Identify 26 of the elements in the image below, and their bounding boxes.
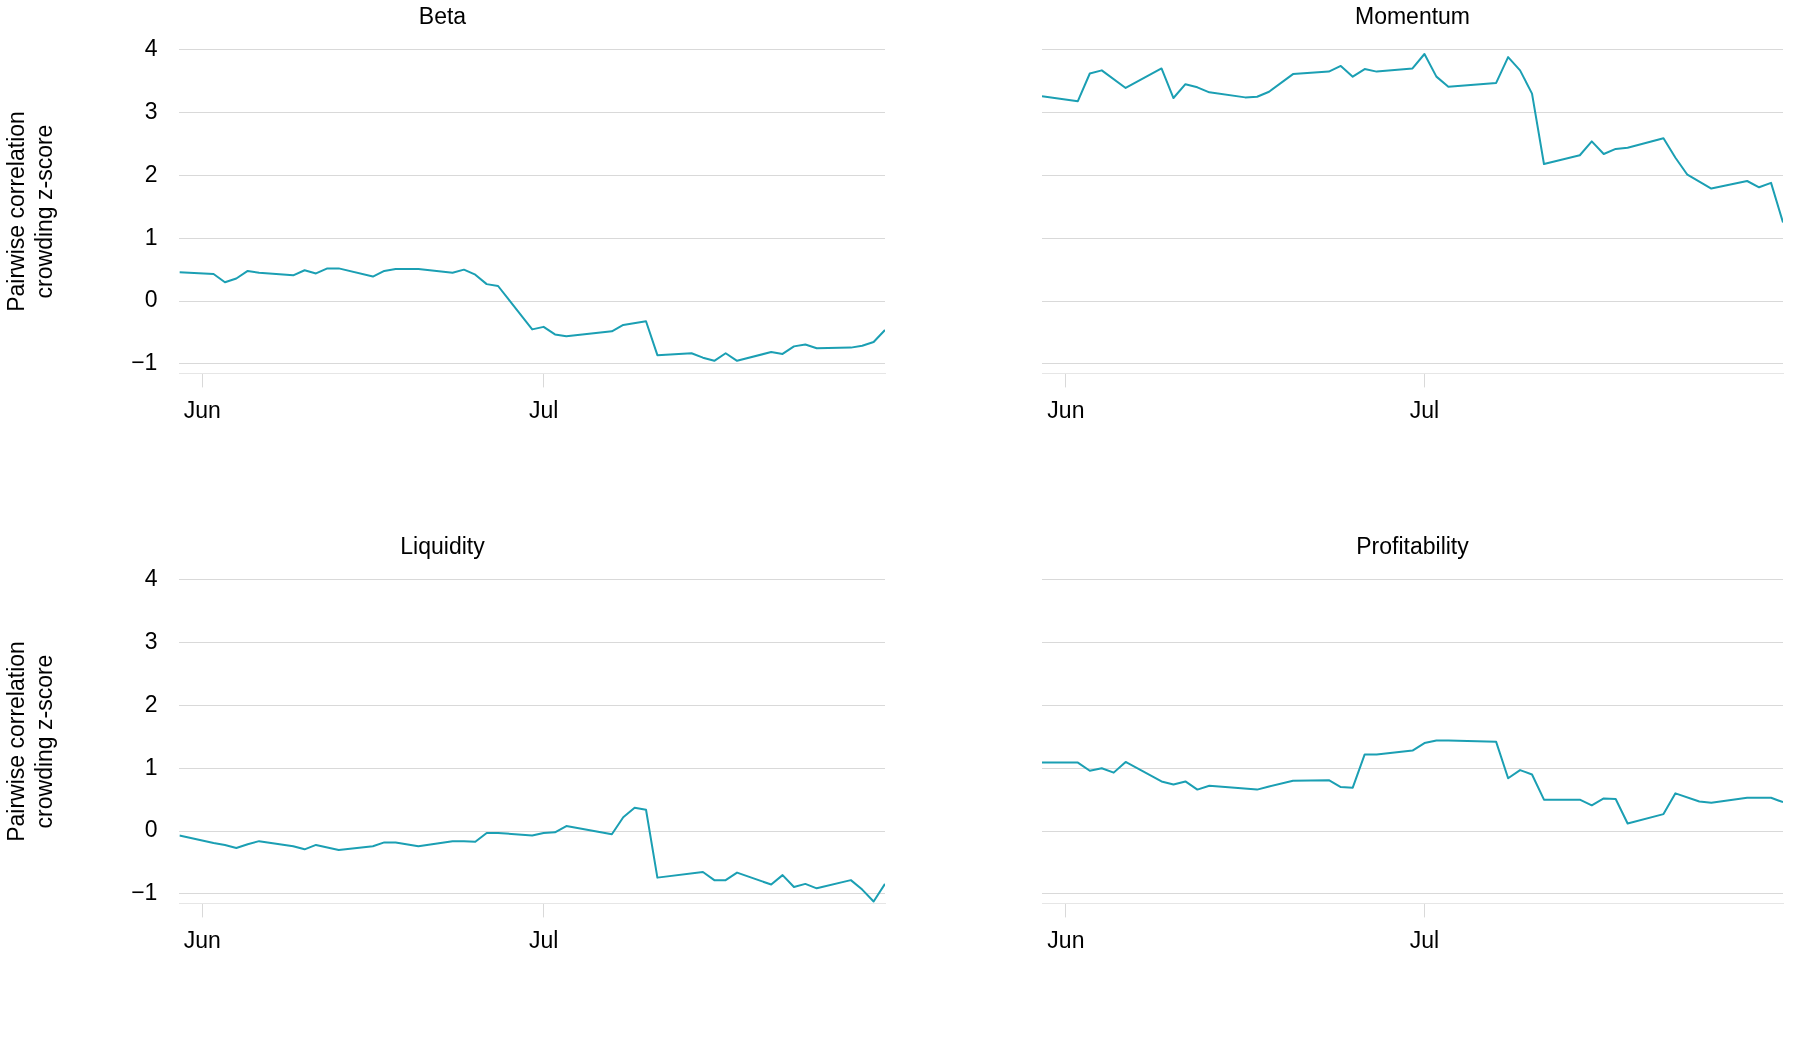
x-tick-label: Jun (1047, 396, 1085, 423)
x-tick-label: Jul (528, 926, 559, 953)
x-tick-label: Jun (183, 926, 221, 953)
x-tick-label: Jun (1047, 926, 1085, 953)
x-tick-label: Jul (528, 396, 559, 423)
y-tick-label: 1 (144, 223, 158, 250)
chart-title: Profitability (1356, 533, 1470, 560)
y-tick-label: −1 (131, 349, 158, 376)
y-tick-label: −1 (131, 879, 158, 906)
x-tick-label: Jul (1409, 396, 1440, 423)
x-tick-label: Jun (183, 396, 221, 423)
y-tick-label: 3 (144, 97, 158, 124)
y-tick-label: 0 (144, 286, 158, 313)
y-tick-label: 0 (144, 816, 158, 843)
chart-title: Beta (418, 3, 467, 30)
y-tick-label: 2 (144, 160, 158, 187)
y-tick-label: 1 (144, 753, 158, 780)
y-tick-label: 4 (144, 34, 158, 61)
x-tick-label: Jul (1409, 926, 1440, 953)
y-tick-label: 4 (144, 564, 158, 591)
y-axis-title: Pairwise correlation crowding z-score (3, 111, 57, 312)
chart-title: Liquidity (400, 533, 486, 560)
y-axis-title: Pairwise correlation crowding z-score (3, 641, 57, 842)
y-tick-label: 3 (144, 627, 158, 654)
chart-title: Momentum (1354, 3, 1471, 30)
y-tick-label: 2 (144, 690, 158, 717)
